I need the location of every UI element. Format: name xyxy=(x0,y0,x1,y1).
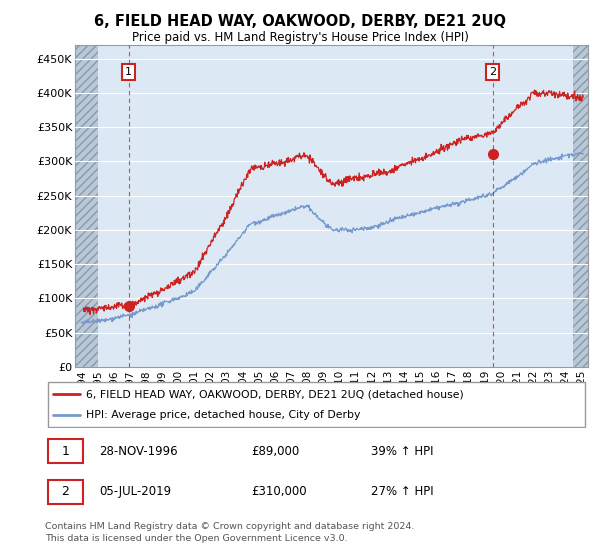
Text: £89,000: £89,000 xyxy=(251,445,299,458)
Text: 2: 2 xyxy=(489,67,496,77)
Text: 39% ↑ HPI: 39% ↑ HPI xyxy=(371,445,433,458)
Text: £310,000: £310,000 xyxy=(251,486,307,498)
Bar xyxy=(574,45,588,367)
Text: HPI: Average price, detached house, City of Derby: HPI: Average price, detached house, City… xyxy=(86,410,360,420)
Text: 05-JUL-2019: 05-JUL-2019 xyxy=(100,486,172,498)
Text: 6, FIELD HEAD WAY, OAKWOOD, DERBY, DE21 2UQ: 6, FIELD HEAD WAY, OAKWOOD, DERBY, DE21 … xyxy=(94,14,506,29)
FancyBboxPatch shape xyxy=(48,382,585,427)
Text: 6, FIELD HEAD WAY, OAKWOOD, DERBY, DE21 2UQ (detached house): 6, FIELD HEAD WAY, OAKWOOD, DERBY, DE21 … xyxy=(86,389,463,399)
Text: 28-NOV-1996: 28-NOV-1996 xyxy=(100,445,178,458)
Text: Price paid vs. HM Land Registry's House Price Index (HPI): Price paid vs. HM Land Registry's House … xyxy=(131,31,469,44)
Text: 1: 1 xyxy=(125,67,132,77)
Text: 1: 1 xyxy=(61,445,70,458)
FancyBboxPatch shape xyxy=(48,439,83,463)
Text: 27% ↑ HPI: 27% ↑ HPI xyxy=(371,486,433,498)
FancyBboxPatch shape xyxy=(48,480,83,504)
Text: 2: 2 xyxy=(61,486,70,498)
Bar xyxy=(75,45,98,367)
Text: Contains HM Land Registry data © Crown copyright and database right 2024.
This d: Contains HM Land Registry data © Crown c… xyxy=(45,522,415,543)
